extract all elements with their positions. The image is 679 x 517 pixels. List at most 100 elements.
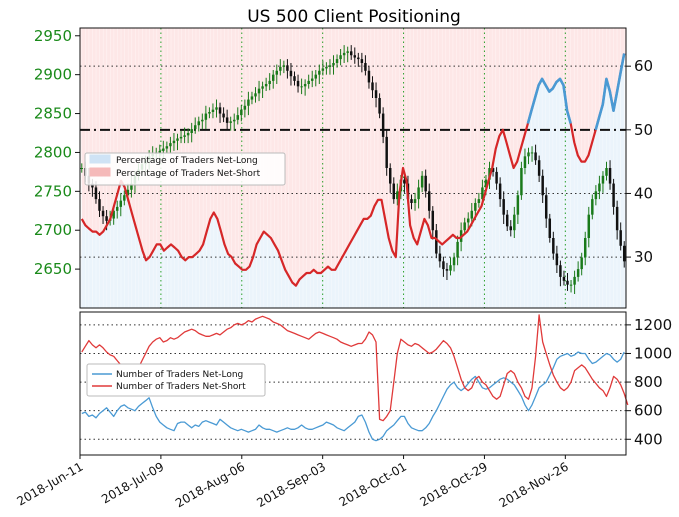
- candle-body: [396, 191, 399, 200]
- sentiment-tick-label: 60: [634, 57, 653, 75]
- candle-body: [548, 218, 552, 238]
- sentiment-tick-label: 40: [634, 184, 653, 202]
- candle-body: [456, 241, 459, 258]
- candle-body: [367, 70, 371, 83]
- candle-body: [123, 195, 126, 201]
- candle-body: [211, 109, 215, 112]
- net-long-area: [80, 53, 626, 308]
- candle-body: [197, 121, 201, 126]
- price-tick-label: 2800: [34, 143, 72, 161]
- candle-body: [172, 140, 176, 144]
- candle-body: [583, 238, 587, 258]
- candle-body: [502, 199, 505, 215]
- top-legend-label: Percentage of Traders Net-Short: [116, 169, 261, 179]
- candle-body: [293, 76, 296, 81]
- candle-body: [562, 276, 566, 281]
- candle-body: [438, 253, 442, 262]
- candle-body: [169, 143, 172, 147]
- candle-body: [314, 74, 318, 79]
- top-legend-label: Percentage of Traders Net-Long: [116, 156, 258, 166]
- candle-body: [615, 206, 619, 231]
- candle-body: [537, 160, 541, 176]
- candle-body: [105, 216, 108, 221]
- candle-body: [236, 115, 240, 120]
- candle-body: [342, 52, 346, 56]
- date-axis: 2018-Jun-11 2018-Jul-09 2018-Aug-06 2018-Se…: [15, 455, 571, 510]
- candle-body: [477, 199, 481, 203]
- candle-body: [332, 63, 335, 66]
- price-tick-label: 2700: [34, 221, 72, 239]
- candle-body: [417, 187, 420, 200]
- candle-body: [381, 113, 385, 137]
- count-tick-label: 1000: [634, 344, 672, 362]
- date-tick-label: 2018-Oct-01: [337, 459, 409, 509]
- candle-body: [445, 269, 449, 271]
- candle-body: [335, 59, 339, 63]
- candle-body: [176, 138, 179, 141]
- candle-body: [94, 187, 98, 200]
- candle-body: [339, 55, 342, 60]
- candle-body: [243, 105, 247, 110]
- candle-body: [364, 63, 367, 71]
- count-tick-label: 600: [634, 402, 663, 420]
- candle-body: [587, 214, 591, 238]
- candle-body: [385, 136, 388, 168]
- candle-body: [484, 179, 488, 188]
- price-tick-label: 2950: [34, 27, 72, 45]
- candle-body: [410, 199, 413, 203]
- candle-body: [527, 152, 530, 157]
- count-tick-label: 1200: [634, 316, 672, 334]
- candle-body: [513, 214, 516, 231]
- candle-body: [491, 168, 495, 172]
- candle-body: [541, 175, 544, 196]
- candle-body: [474, 203, 477, 211]
- price-tick-label: 2850: [34, 105, 72, 123]
- candle-body: [495, 171, 498, 184]
- candle-body: [98, 199, 101, 211]
- date-tick-label: 2018-Jun-11: [15, 459, 86, 508]
- candle-body: [622, 245, 626, 262]
- candle-body: [498, 183, 502, 200]
- bottom-plot-frame: [79, 311, 627, 456]
- candle-body: [215, 107, 218, 110]
- candle-body: [300, 86, 303, 88]
- candle-body: [303, 84, 307, 87]
- candle-body: [371, 82, 374, 91]
- candle-body: [247, 99, 250, 106]
- candle-body: [431, 210, 435, 231]
- candle-body: [119, 200, 123, 207]
- candle-body: [286, 65, 289, 71]
- candle-body: [346, 51, 349, 53]
- candle-body: [566, 280, 569, 285]
- candle-body: [580, 257, 583, 270]
- candle-body: [552, 238, 555, 254]
- candle-body: [576, 269, 580, 277]
- candle-body: [505, 214, 509, 227]
- top-legend-swatch: [89, 167, 111, 177]
- candle-body: [530, 152, 534, 154]
- candle-body: [271, 74, 275, 81]
- candle-body: [357, 57, 360, 60]
- candle-body: [328, 65, 332, 67]
- candle-body: [208, 112, 211, 114]
- top-legend-box: [84, 152, 286, 186]
- candle-body: [321, 68, 325, 71]
- candle-body: [264, 84, 268, 87]
- candle-body: [101, 210, 105, 217]
- candle-body: [573, 276, 576, 285]
- candle-body: [413, 199, 417, 203]
- candle-body: [229, 121, 232, 123]
- candle-body: [534, 152, 537, 161]
- sentiment-tick-label: 30: [634, 248, 653, 266]
- candle-body: [80, 168, 84, 169]
- candle-body: [598, 183, 601, 192]
- candle-body: [516, 195, 520, 215]
- candle-body: [594, 191, 598, 200]
- candle-body: [250, 96, 254, 100]
- net-long-count-line: [81, 351, 625, 442]
- candle-body: [225, 117, 229, 123]
- candle-body: [612, 183, 615, 207]
- candle-body: [162, 148, 165, 151]
- candle-body: [388, 168, 392, 184]
- candle-body: [112, 210, 115, 219]
